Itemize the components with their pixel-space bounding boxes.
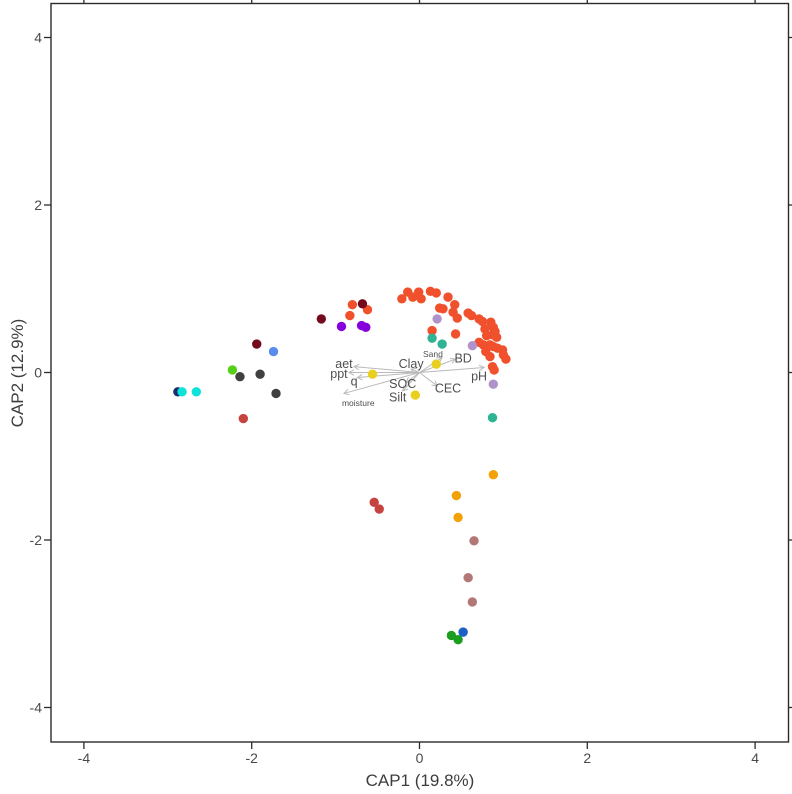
biplot-arrow-label-aet: aet — [335, 357, 353, 371]
data-point-sites-teal — [487, 413, 498, 423]
y-tick-label: 2 — [34, 197, 42, 213]
data-point-sites-teal — [427, 333, 437, 343]
data-point-sites-tomato — [477, 316, 488, 327]
data-point-sites-brickred — [369, 497, 379, 508]
biplot-arrow-label-ppt: ppt — [330, 367, 348, 381]
y-tick-label: -2 — [30, 532, 43, 548]
biplot-arrow-silt — [402, 372, 420, 392]
x-tick-label: -4 — [78, 750, 91, 766]
biplot-arrow-soc — [405, 372, 420, 384]
data-point-sites-tomato — [481, 346, 491, 357]
biplot-arrow-q — [356, 372, 420, 381]
data-point-sites-royalblue — [458, 627, 468, 637]
data-point-sites-teal — [437, 339, 447, 349]
data-point-sites-tomato — [427, 325, 437, 336]
data-point-sites-plum — [488, 379, 499, 389]
data-point-sites-tomato — [466, 310, 477, 321]
data-point-sites-darkgray — [255, 369, 265, 379]
data-point-sites-gold — [431, 359, 441, 369]
data-point-sites-darkgray — [235, 371, 245, 382]
x-axis-title: CAP1 (19.8%) — [366, 771, 475, 790]
data-point-sites-brickred — [374, 504, 384, 514]
biplot-arrow-label-ph: pH — [471, 370, 487, 384]
data-point-sites-orange — [453, 512, 463, 523]
data-point-sites-tomato — [501, 354, 511, 364]
data-point-sites-orange — [488, 469, 499, 480]
data-point-sites-darkred — [252, 339, 262, 349]
data-point-sites-cyan — [177, 387, 187, 397]
y-tick-label: 0 — [34, 365, 42, 381]
x-tick-label: 0 — [416, 750, 424, 766]
biplot-arrow-label-sand: Sand — [423, 349, 443, 359]
biplot-arrow-aet — [353, 363, 420, 373]
biplot-arrow-label-soc: SOC — [389, 377, 416, 391]
biplot-arrow-label-cec: CEC — [435, 381, 461, 395]
axis-tick-layer: -4 -2 0 2 4 -4 -2 0 2 4 — [30, 0, 792, 766]
data-point-sites-tomato — [347, 299, 358, 310]
data-point-sites-tomato — [416, 294, 426, 304]
y-tick-label: 4 — [34, 30, 42, 46]
data-point-sites-orange — [451, 490, 462, 501]
x-tick-label: 2 — [583, 750, 591, 766]
data-point-sites-tomato — [450, 299, 460, 310]
data-point-sites-rosybrown — [469, 536, 479, 546]
data-point-sites-tomato — [489, 365, 499, 375]
data-point-sites-gold — [367, 369, 378, 379]
y-axis-title: CAP2 (12.9%) — [8, 319, 27, 428]
y-tick-label: -4 — [30, 700, 43, 716]
data-point-sites-tomato — [452, 313, 462, 323]
data-point-sites-forestgreen — [453, 634, 463, 645]
biplot-arrow-label-bd: BD — [454, 351, 471, 365]
data-point-sites-darkgray — [271, 388, 281, 399]
biplot-arrow-ph — [419, 364, 486, 373]
data-point-sites-brickred — [238, 413, 249, 424]
data-point-sites-tomato — [431, 288, 441, 298]
data-point-sites-tomato — [491, 332, 502, 343]
data-point-sites-cornflower — [268, 346, 279, 357]
biplot-arrow-label-silt: Silt — [389, 391, 407, 405]
data-point-sites-tomato — [345, 310, 355, 321]
biplot-arrow-moisture — [343, 372, 420, 396]
data-point-sites-darkred — [357, 299, 368, 309]
data-point-sites-tomato — [438, 304, 448, 314]
data-point-sites-gold — [410, 390, 421, 400]
biplot-arrow-label-q: q — [351, 375, 358, 389]
data-point-sites-forestgreen — [446, 630, 457, 641]
data-point-sites-plum — [432, 314, 442, 324]
data-point-sites-cyan — [191, 387, 202, 397]
data-point-sites-lawngreen — [227, 365, 238, 375]
data-point-sites-plum — [467, 341, 478, 351]
biplot-arrow-cec — [419, 372, 438, 387]
data-point-sites-tomato — [443, 292, 453, 302]
data-point-sites-rosybrown — [467, 597, 478, 607]
data-point-layer — [173, 286, 511, 645]
x-tick-label: 4 — [751, 750, 759, 766]
data-point-sites-rosybrown — [463, 572, 473, 583]
biplot-arrow-clay — [410, 367, 420, 374]
data-point-sites-tomato — [397, 294, 407, 304]
data-point-sites-violet — [336, 321, 347, 332]
data-point-sites-violet — [361, 322, 371, 332]
data-point-sites-tomato — [450, 329, 461, 339]
data-point-sites-darkred — [316, 314, 327, 324]
biplot-arrow-label-moisture: moisture — [342, 398, 375, 408]
x-tick-label: -2 — [245, 750, 258, 766]
biplot-arrow-label-clay: Clay — [399, 357, 425, 371]
